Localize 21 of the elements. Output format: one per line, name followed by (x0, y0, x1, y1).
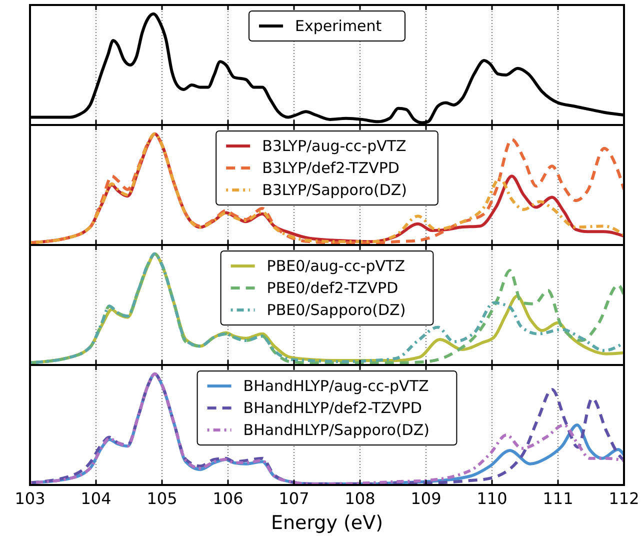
x-tick-label: 111 (542, 489, 574, 508)
legend-label: Experiment (295, 17, 382, 35)
legend-label: BHandHLYP/aug-cc-pVTZ (243, 377, 429, 395)
x-tick-label: 107 (278, 489, 310, 508)
legend-label: BHandHLYP/def2-TZVPD (243, 399, 422, 417)
legend-label: B3LYP/def2-TZVPD (262, 159, 400, 177)
x-tick-label: 112 (608, 489, 640, 508)
legend-label: BHandHLYP/Sapporo(DZ) (243, 421, 430, 439)
legend-label: PBE0/Sapporo(DZ) (266, 301, 406, 319)
legend-label: PBE0/aug-cc-pVTZ (266, 257, 405, 275)
legend-label: B3LYP/Sapporo(DZ) (262, 181, 408, 199)
legend-label: PBE0/def2-TZVPD (266, 279, 398, 297)
x-tick-label: 106 (212, 489, 244, 508)
x-tick-label: 109 (410, 489, 442, 508)
x-tick-label: 103 (14, 489, 46, 508)
x-tick-label: 108 (344, 489, 376, 508)
x-tick-label: 104 (80, 489, 112, 508)
x-tick-label: 105 (146, 489, 178, 508)
x-tick-label: 110 (476, 489, 508, 508)
legend-label: B3LYP/aug-cc-pVTZ (262, 137, 406, 155)
x-axis-title: Energy (eV) (270, 512, 384, 534)
